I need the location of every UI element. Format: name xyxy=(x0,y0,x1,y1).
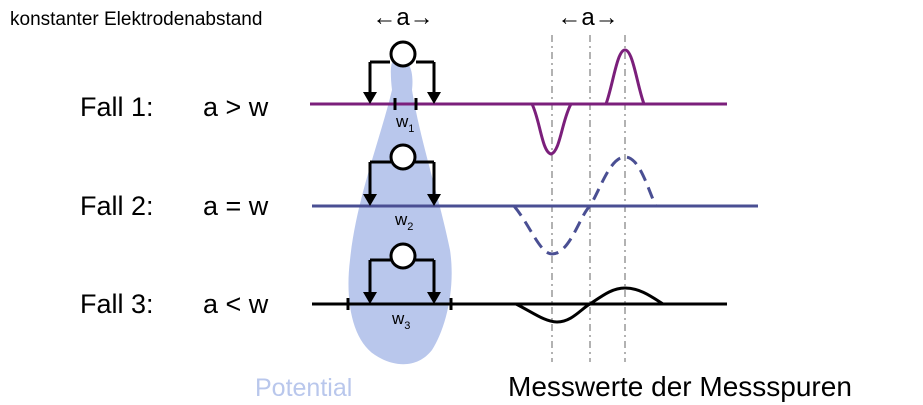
case-2-measurement-wave xyxy=(512,155,658,256)
case-2-width-label: w2 xyxy=(394,210,413,233)
case-2-meter-icon xyxy=(389,143,417,171)
case-2-electrodes xyxy=(368,143,436,198)
case-1-measurement-trough xyxy=(530,103,573,156)
case-3-relation: a < w xyxy=(203,289,269,319)
case-3-width-marker xyxy=(346,298,453,310)
case-3-measurement-wave xyxy=(515,286,664,324)
case-2: Fall 2: a = w w2 xyxy=(80,143,758,256)
case-1-electrodes xyxy=(368,40,436,96)
electrode-spacing-label-left: ←a→ xyxy=(372,4,433,31)
potential-label: Potential xyxy=(255,374,352,402)
guide-lines xyxy=(551,35,626,362)
case-3-electrodes xyxy=(368,242,436,296)
case-1-width-label: w1 xyxy=(395,112,414,135)
case-1-label: Fall 1: xyxy=(80,92,154,122)
case-1-meter-icon xyxy=(389,40,417,68)
measurement-traces-label: Messwerte der Messspuren xyxy=(508,371,852,402)
case-3: Fall 3: a < w w3 xyxy=(80,242,727,332)
case-1-arrowheads xyxy=(363,92,441,104)
case-3-label: Fall 3: xyxy=(80,289,154,319)
case-1: Fall 1: a > w w1 xyxy=(80,40,727,156)
case-1-measurement-peak xyxy=(604,48,646,105)
case-2-arrowheads xyxy=(363,194,441,206)
case-1-width-marker xyxy=(393,98,418,110)
case-2-relation: a = w xyxy=(203,191,269,221)
potential-plume xyxy=(348,58,452,365)
header-caption: konstanter Elektrodenabstand xyxy=(10,9,262,30)
case-1-relation: a > w xyxy=(203,92,269,122)
case-3-meter-icon xyxy=(389,242,417,270)
case-2-label: Fall 2: xyxy=(80,191,154,221)
electrode-spacing-label-right: ←a→ xyxy=(557,4,618,31)
case-3-width-label: w3 xyxy=(391,309,410,332)
case-3-arrowheads xyxy=(363,292,441,304)
